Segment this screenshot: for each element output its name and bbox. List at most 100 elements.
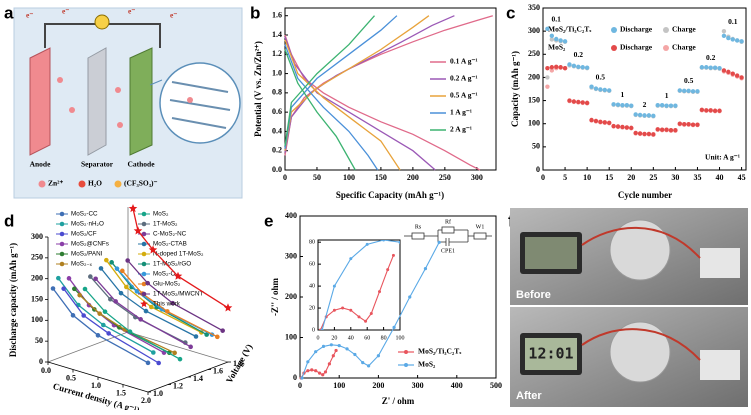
y-tick-label: 1.6	[272, 11, 282, 20]
unit-label: Unit: A g⁻¹	[705, 153, 740, 162]
zoom-line	[149, 79, 163, 86]
x-tick-label: 100	[333, 381, 345, 390]
y-tick-label: 150	[31, 294, 43, 303]
legend-marker	[141, 281, 147, 287]
y-tick-label: 0.2	[272, 146, 282, 155]
anode	[29, 47, 51, 156]
inset-point	[349, 308, 353, 312]
point	[584, 100, 590, 106]
y-tick-label: 150	[528, 95, 540, 104]
legend-label: MoS₂@CNFs	[71, 241, 109, 248]
point	[104, 257, 109, 263]
point	[82, 286, 88, 292]
point	[173, 271, 183, 280]
electron-label: e⁻	[128, 7, 135, 16]
point	[739, 75, 744, 80]
point	[695, 122, 700, 127]
point	[392, 325, 396, 329]
point	[223, 303, 233, 312]
point	[323, 370, 328, 374]
point	[624, 125, 630, 130]
inset-point	[349, 257, 353, 261]
legend-label: 0.5 A g⁻¹	[450, 91, 478, 100]
point	[633, 112, 638, 117]
point	[114, 266, 120, 271]
point	[376, 354, 380, 358]
curve	[284, 15, 493, 156]
x-tick-label: 0	[298, 381, 302, 390]
anode-label: Anode	[30, 160, 52, 169]
x-tick-label: 250	[439, 173, 451, 182]
cathode-label: Cathode	[127, 160, 155, 169]
cathode	[129, 47, 153, 156]
y-tick-label: 50	[532, 142, 540, 151]
y-axis-label: Potential (V vs. Zn/Zn²⁺)	[253, 41, 263, 137]
legend-marker	[141, 251, 147, 257]
point	[730, 37, 735, 42]
point	[300, 376, 304, 380]
point	[606, 88, 612, 93]
point	[148, 245, 158, 254]
electron-label: e⁻	[26, 11, 33, 20]
point	[721, 28, 727, 34]
inset-point	[320, 328, 324, 330]
point	[686, 121, 691, 127]
legend-label: H₂O	[88, 179, 102, 188]
legend-label: C-MoS₂-NC	[153, 231, 187, 238]
bulb	[94, 14, 110, 30]
y-tick-label: 0	[39, 357, 43, 366]
inset-point	[448, 287, 451, 290]
legend-label: 1T-MoS₂/MWCNT	[153, 291, 204, 298]
point	[106, 331, 111, 336]
point	[177, 356, 183, 362]
point	[562, 39, 568, 44]
y-tick-label: 250	[528, 49, 540, 58]
point	[97, 311, 102, 316]
point	[611, 123, 616, 129]
point	[334, 348, 338, 353]
point	[651, 113, 656, 119]
display-text: 12:01	[528, 345, 573, 363]
x-tick-label: 35	[693, 173, 701, 182]
y-tick-label: 1.0	[272, 68, 282, 77]
point	[318, 371, 322, 375]
point	[620, 124, 625, 130]
curve	[284, 15, 375, 146]
point	[134, 289, 140, 294]
panel-label: e	[264, 211, 273, 230]
inset-point	[513, 191, 516, 194]
legend-marker	[59, 261, 65, 267]
x-tick-label: 0	[541, 173, 545, 182]
legend-icon	[78, 180, 86, 188]
legend-label: MoS₂	[418, 360, 436, 369]
legend-label: Discharge	[620, 43, 653, 52]
point	[72, 286, 77, 292]
legend-label: Discharge	[620, 25, 653, 34]
curve	[284, 44, 379, 171]
point	[93, 276, 98, 282]
x-tick-label: 0.5	[66, 373, 76, 382]
x-tick-label: 300	[471, 173, 483, 182]
y-tick-label: 300	[528, 26, 540, 35]
plot-frame	[284, 7, 497, 171]
legend-marker	[141, 241, 147, 247]
battery	[700, 350, 740, 380]
curve	[284, 34, 481, 171]
point	[145, 280, 150, 286]
y-tick-label: 100	[528, 119, 540, 128]
x-tick-label: 400	[451, 381, 463, 390]
series-line	[105, 259, 202, 333]
point	[437, 240, 441, 244]
point	[633, 130, 638, 136]
point	[145, 360, 151, 366]
series-line	[79, 294, 175, 354]
point	[127, 329, 133, 334]
series-line	[95, 278, 192, 348]
point	[598, 87, 603, 92]
point	[673, 103, 678, 108]
x-tick-label: 60	[364, 335, 370, 341]
legend-marker	[141, 291, 147, 297]
inset-point	[398, 240, 400, 244]
point	[204, 332, 209, 337]
series-line	[57, 277, 154, 354]
